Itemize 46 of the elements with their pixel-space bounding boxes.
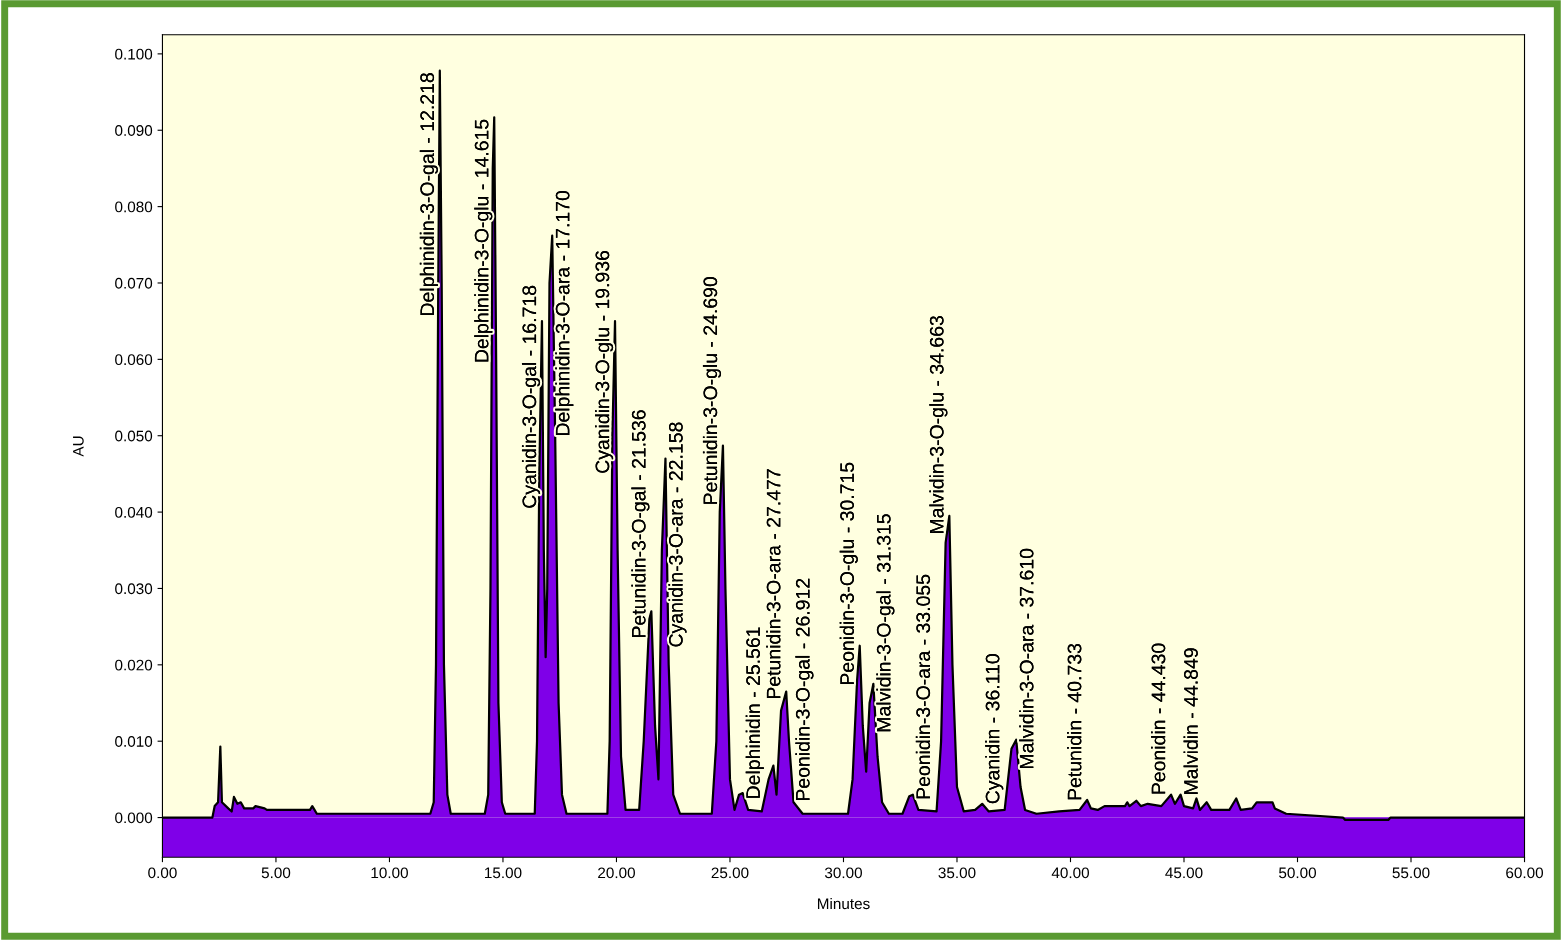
annotation: Petunidin-3-O-ara - 27.477 — [766, 469, 781, 699]
annotation: Delphinidin-3-O-gal - 12.218 — [419, 73, 438, 315]
annotation: Delphinidin-3-O-glu - 14.615 — [474, 119, 493, 362]
y-tick-label: 0.100 — [115, 48, 153, 60]
annotation: Petunidin - 40.733 — [1067, 643, 1082, 800]
y-tick-label: 0.030 — [115, 583, 153, 595]
x-tick-label: 25.00 — [711, 867, 749, 879]
annotation: Cyanidin - 36.110 — [985, 654, 1004, 804]
annotation: Peonidin-3-O-glu - 30.715 — [839, 462, 858, 685]
y-tick-label: 0.050 — [115, 430, 153, 442]
annotation: Petunidin-3-O-glu - 24.690 — [702, 276, 722, 504]
x-tick-label: 0.00 — [148, 867, 177, 879]
x-tick-label: 30.00 — [824, 867, 862, 879]
y-tick-label: 0.080 — [115, 201, 153, 213]
y-tick-label: 0.060 — [115, 354, 153, 366]
x-tick-label: 10.00 — [371, 867, 408, 879]
x-tick-label: 60.00 — [1506, 867, 1544, 879]
annotation: Malvidin-3-O-glu - 34.663 — [929, 316, 948, 533]
annotation: Malvidin-3-O-ara - 37.610 — [1019, 548, 1034, 769]
y-tick-label: 0.010 — [115, 736, 153, 747]
x-axis-title: Minutes — [817, 897, 870, 910]
x-tick-label: 40.00 — [1051, 867, 1090, 879]
x-tick-label: 35.00 — [938, 867, 976, 879]
y-tick-label: 0.070 — [115, 277, 153, 289]
annotation: Malvidin-3-O-gal - 31.315 — [876, 514, 895, 732]
y-axis-title: AU — [73, 436, 84, 457]
annotation: Cyanidin-3-O-ara - 22.158 — [668, 422, 687, 647]
x-tick-label: 45.00 — [1165, 867, 1203, 879]
annotation: Cyanidin-3-O-gal - 16.718 — [521, 285, 541, 508]
annotation: Delphinidin - 25.561 — [745, 627, 764, 798]
x-tick-label: 55.00 — [1392, 867, 1430, 879]
annotation: Malvidin - 44.849 — [1183, 648, 1198, 794]
y-tick-label: 0.020 — [115, 659, 153, 671]
annotation: Peonidin-3-O-ara - 33.055 — [915, 574, 931, 799]
x-tick-label: 5.00 — [261, 867, 291, 879]
x-tick-label: 20.00 — [598, 867, 635, 879]
y-tick-label: 0.090 — [115, 125, 153, 136]
x-tick-label: 15.00 — [485, 867, 522, 879]
y-tick-label: 0.000 — [115, 812, 153, 824]
annotation: Peonidin-3-O-gal - 26.912 — [795, 578, 814, 801]
annotation: Cyanidin-3-O-glu - 19.936 — [595, 250, 614, 473]
annotation: Delphinidin-3-O-ara - 17.170 — [555, 190, 574, 435]
annotation: Petunidin-3-O-gal - 21.536 — [631, 410, 650, 637]
y-tick-label: 0.040 — [115, 506, 153, 518]
annotation: Peonidin - 44.430 — [1151, 643, 1166, 794]
x-tick-label: 50.00 — [1279, 867, 1317, 879]
